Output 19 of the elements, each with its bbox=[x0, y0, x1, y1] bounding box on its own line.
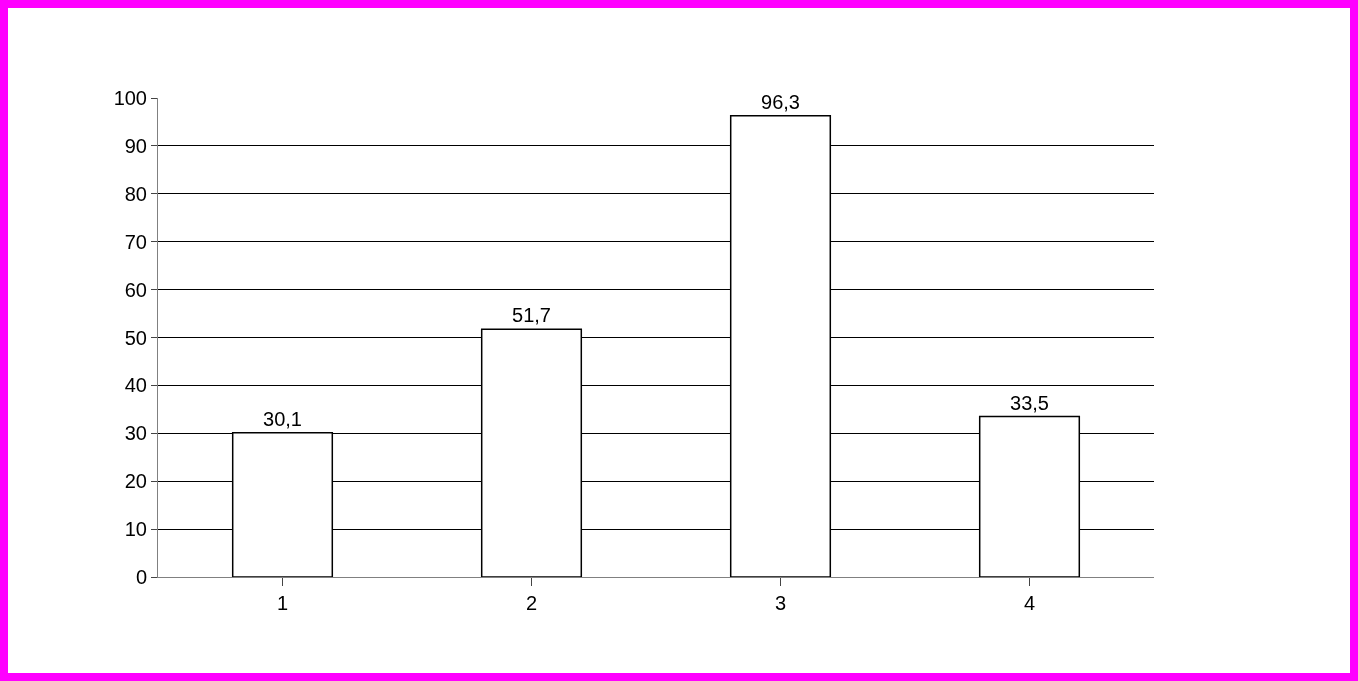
x-tick-label: 1 bbox=[276, 592, 289, 614]
y-tick-label: 30 bbox=[124, 422, 147, 445]
y-tick-label: 100 bbox=[113, 87, 147, 109]
x-tick-label: 2 bbox=[525, 592, 538, 614]
data-label: 30,1 bbox=[263, 407, 302, 430]
data-label: 96,3 bbox=[761, 90, 800, 113]
y-tick-label: 20 bbox=[124, 470, 147, 493]
y-tick-label: 80 bbox=[124, 182, 147, 205]
x-tick-label: 4 bbox=[1023, 592, 1036, 614]
y-tick-label: 60 bbox=[124, 278, 147, 301]
data-label: 51,7 bbox=[512, 304, 551, 327]
y-tick-label: 40 bbox=[124, 374, 147, 397]
y-tick-label: 10 bbox=[124, 518, 147, 541]
data-label: 33,5 bbox=[1010, 391, 1049, 414]
y-tick-label: 70 bbox=[124, 230, 147, 253]
y-tick-label: 0 bbox=[135, 566, 147, 588]
y-tick-label: 50 bbox=[124, 326, 147, 349]
x-tick-label: 3 bbox=[774, 592, 787, 614]
y-tick-label: 90 bbox=[124, 134, 147, 157]
